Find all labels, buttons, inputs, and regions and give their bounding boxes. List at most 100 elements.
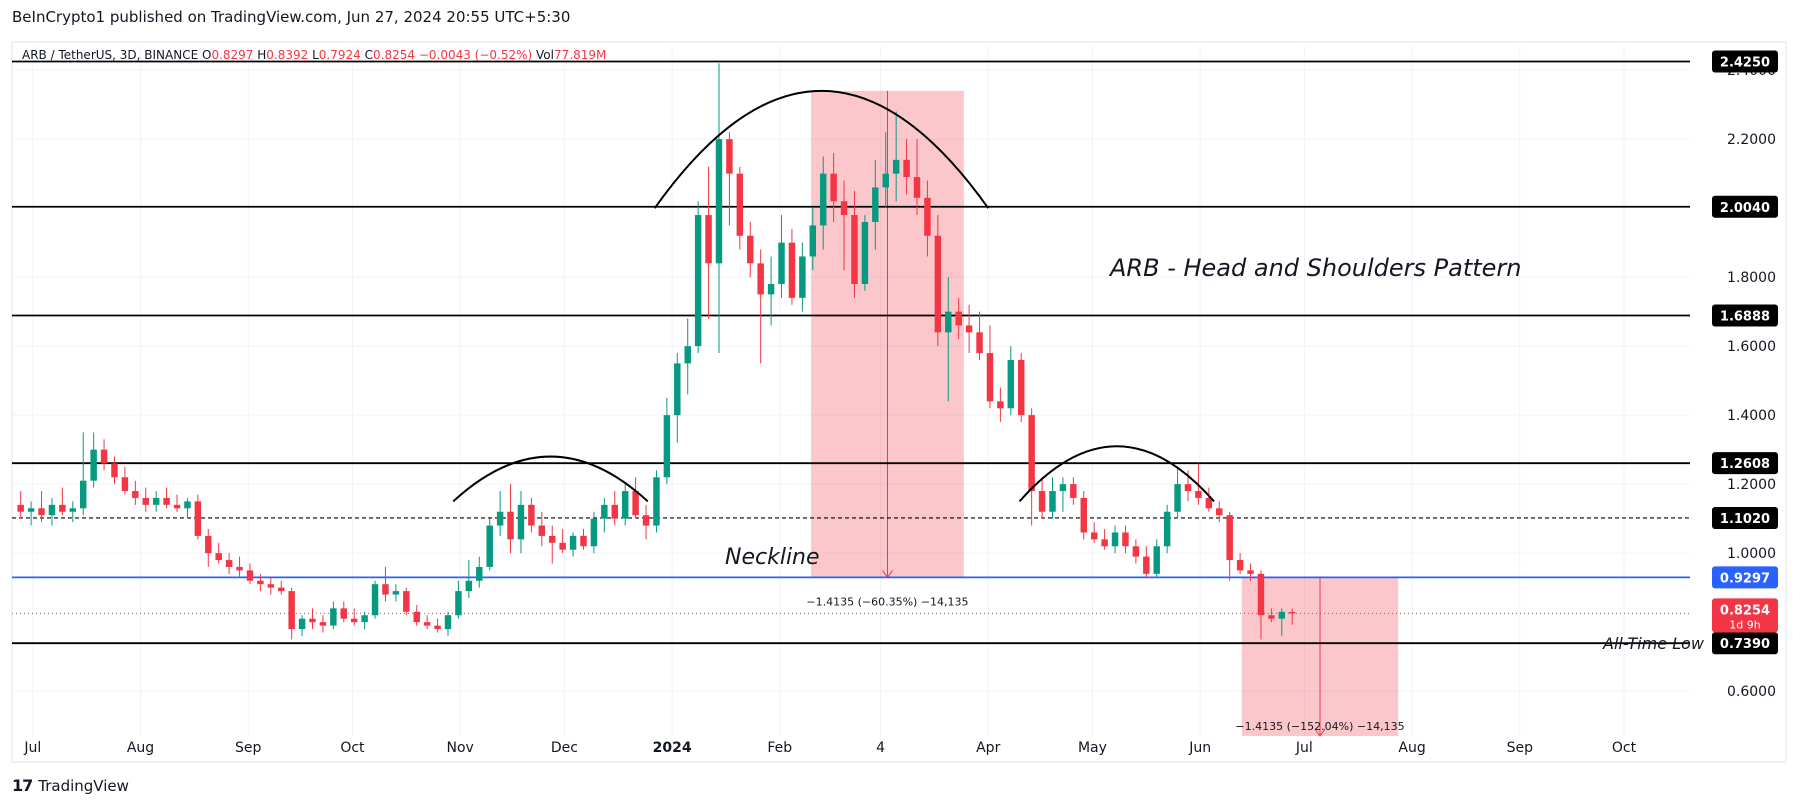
candle-body [288,591,295,630]
candles [17,63,1296,640]
candle-body [663,415,671,478]
candle-body [986,353,994,402]
candle-body [965,325,973,333]
candle-body [100,449,108,464]
candle-body [17,504,24,512]
candle-body [142,497,149,505]
x-tick-label: Jul [1295,740,1313,756]
level-price-tag [1712,632,1778,655]
x-tick-label: Dec [551,740,578,756]
candle-body [747,235,754,264]
candle-body [236,566,243,571]
ohlc-legend-part: 0.8254 [373,48,419,62]
candle-body [1101,539,1108,547]
all-time-low-label: All-Time Low [1602,634,1705,653]
candle-body [246,570,254,581]
candle-body [1028,415,1035,492]
candle-body [371,584,379,616]
annotations: ARB - Head and Shoulders Pattern Neckline… [725,254,1705,653]
candle-body [1111,532,1119,547]
y-axis: 2.40002.20001.80001.60001.40001.20001.00… [1712,50,1778,700]
candle-body [1288,611,1296,614]
candle-body [601,504,608,519]
candle-body [1236,560,1244,571]
candle-body [173,504,181,509]
y-tick-label: 0.6000 [1727,684,1776,700]
ohlc-legend-part: ARB / TetherUS, 3D, BINANCE [22,48,202,62]
candle-body [632,491,639,516]
candle-body [330,608,337,626]
candle-body [1216,508,1223,516]
ohlc-legend: ARB / TetherUS, 3D, BINANCE O0.8297 H0.8… [22,48,606,62]
level-price-label: 2.4250 [1720,56,1770,71]
plot-frame [11,41,1787,763]
candle-body [298,618,306,630]
x-tick-label: May [1078,740,1107,756]
candle-body [392,591,400,595]
candle-body [976,332,983,354]
ohlc-legend-part: L [312,48,319,62]
candle-body [496,511,504,526]
y-tick-label: 2.2000 [1727,132,1776,148]
candle-body [611,504,618,519]
ohlc-legend-part: 77.819M [554,48,606,62]
candle-body [778,242,785,285]
candle-body [799,256,806,298]
level-price-label: 0.7390 [1720,637,1770,652]
candle-body [726,139,733,174]
publisher-caption: BeInCrypto1 published on TradingView.com… [12,8,571,26]
y-tick-label: 1.8000 [1727,270,1776,286]
level-price-tag [1712,566,1778,589]
level-price-label: 2.0040 [1720,201,1770,216]
candle-body [913,177,921,198]
candle-body [27,508,35,512]
candle-body [1247,570,1254,574]
candle-body [413,611,420,623]
y-tick-label: 1.6000 [1727,339,1776,355]
candle-body [945,311,952,333]
candle-body [1278,611,1286,619]
level-price-tag [1712,304,1778,327]
x-tick-label: Jul [23,740,41,756]
candle-body [1174,484,1181,512]
candle-body [809,225,817,257]
candle-body [48,504,56,516]
candle-body [184,501,191,509]
candle-body [205,535,212,554]
current-price-tag [1712,598,1778,633]
candle-body [924,197,931,236]
candle-body [715,139,723,264]
candle-body [548,535,556,543]
candle-body [1132,546,1140,557]
candle-body [132,491,139,498]
ohlc-legend-part: H [257,48,266,62]
candle-body [694,215,702,347]
candle-body [1018,359,1025,416]
candle-body [267,584,275,588]
candle-body [340,608,348,619]
x-tick-label: 4 [876,740,885,756]
candle-body [705,215,712,264]
y-tick-label: 1.4000 [1727,408,1776,424]
y-tick-label: 1.0000 [1727,546,1776,562]
ohlc-legend-part: 0.8297 [211,48,257,62]
neckline-label: Neckline [725,545,820,570]
x-tick-label: Oct [340,740,365,756]
candle-body [1226,515,1233,561]
ohlc-legend-text: ARB / TetherUS, 3D, BINANCE O0.8297 H0.8… [22,48,606,62]
candle-body [1049,491,1056,512]
x-tick-label: Nov [446,740,473,756]
pattern-arc [1018,445,1215,503]
candle-body [486,525,493,567]
candle-body [642,515,650,526]
candle-body [1059,484,1067,492]
candle-body [1184,484,1192,492]
candle-body [590,518,598,547]
tradingview-logo[interactable]: 17 TradingView [12,776,129,795]
candle-body [361,615,368,623]
measure-zones: −1.4135 (−60.35%) −14,135 −1.4135 (−152.0… [806,90,1405,737]
candle-body [872,187,879,222]
x-tick-label: Aug [1398,740,1425,756]
candle-body [423,622,431,626]
